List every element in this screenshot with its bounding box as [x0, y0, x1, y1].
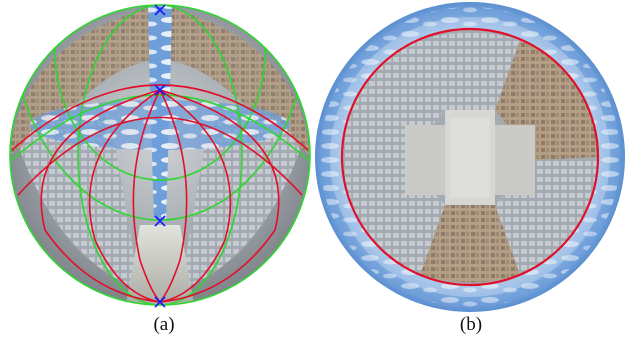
red-projection-curves: [11, 84, 309, 303]
marker-top: [154, 4, 166, 16]
marker-bottom: [154, 296, 166, 308]
caption-a: (a): [153, 314, 175, 335]
red-boundary-circle: [340, 27, 600, 287]
caption-b: (b): [459, 314, 483, 335]
marker-upper: [154, 84, 166, 96]
panel-b-fisheye-image: [315, 2, 625, 312]
panel-a-fisheye-image: [9, 4, 311, 308]
marker-lower: [154, 215, 166, 227]
vanishing-point-markers: [154, 4, 166, 308]
